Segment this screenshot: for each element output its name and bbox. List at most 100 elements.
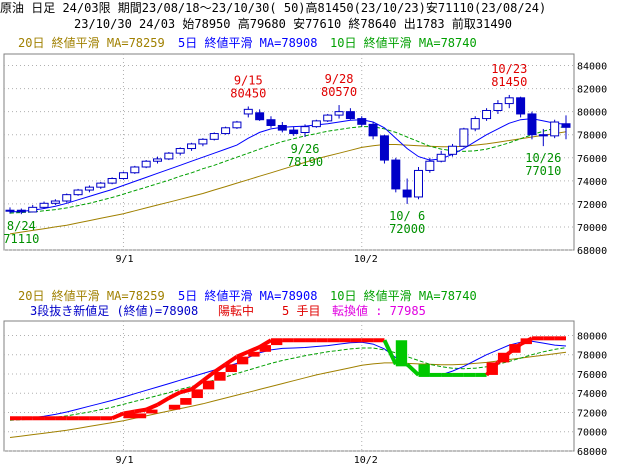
candle-up <box>436 153 446 162</box>
annotation-value: 80570 <box>321 85 357 99</box>
candle-up <box>232 121 242 129</box>
candle-up <box>28 206 38 213</box>
bottom-axis: 68000 70000 72000 74000 76000 78000 80000 9/1 10… <box>115 331 607 466</box>
bottom-bricks <box>10 336 566 421</box>
candle-up <box>209 133 219 140</box>
candle-up <box>311 120 321 128</box>
candle-up <box>221 127 231 135</box>
ma20-line <box>9 131 567 235</box>
candle-up <box>84 186 94 191</box>
candle-up <box>493 103 503 111</box>
candle-down <box>368 123 378 137</box>
candle-up <box>413 169 423 198</box>
candle-up <box>334 111 344 116</box>
annotation-value: 72000 <box>389 222 425 236</box>
annotation-date: 9/28 <box>325 72 354 86</box>
kagi-count: 5 手目 <box>282 304 320 318</box>
candle-up <box>459 128 469 147</box>
down-brick <box>395 340 408 365</box>
up-brick <box>236 356 249 365</box>
candle-up <box>550 121 560 137</box>
header-period-text: 原油 日足 24/03限 期間23/08/18～23/10/30( 50)高81… <box>0 1 547 15</box>
candle-up <box>107 178 117 184</box>
candle-down <box>379 135 389 161</box>
candle-up <box>482 109 492 120</box>
break-line-segment <box>201 370 216 383</box>
annotation-date: 9/15 <box>234 73 263 87</box>
x-tick-label: 9/1 <box>115 455 133 466</box>
y-tick-label: 82000 <box>577 85 607 96</box>
break-line-segment <box>167 390 182 400</box>
y-tick-label: 68000 <box>577 447 607 458</box>
y-tick-label: 76000 <box>577 154 607 165</box>
candle-up <box>5 209 15 212</box>
kagi-label: 3段抜き新値足 (終値)=78908 <box>30 303 198 318</box>
top-candles <box>5 94 571 215</box>
kagi-state: 陽転中 <box>218 303 254 318</box>
y-tick-label: 78000 <box>577 131 607 142</box>
break-line-segment <box>405 362 420 377</box>
candle-up <box>73 189 83 196</box>
y-tick-label: 76000 <box>577 370 607 381</box>
ma20-line <box>9 351 567 438</box>
y-tick-label: 80000 <box>577 331 607 342</box>
candle-down <box>402 189 412 198</box>
candle-down <box>289 129 299 135</box>
up-brick <box>497 352 510 363</box>
top-axis: 68000 70000 72000 74000 76000 78000 80000 82000… <box>115 62 607 265</box>
up-brick <box>168 404 181 410</box>
break-line-segment <box>145 402 159 412</box>
candle-up <box>153 158 163 162</box>
break-line-segment <box>224 354 239 366</box>
up-brick <box>270 340 283 346</box>
up-brick <box>146 409 158 414</box>
candle-down <box>538 134 548 137</box>
candle-down <box>527 113 537 136</box>
bottom-moving-averages <box>9 340 567 438</box>
annotation-value: 71110 <box>3 232 39 246</box>
annotation-date: 10/ 6 <box>389 209 425 223</box>
bottom-grid <box>3 320 575 452</box>
candle-up <box>323 114 333 122</box>
break-line-segment <box>247 345 261 354</box>
candle-up <box>141 160 151 168</box>
legend-bottom-ma20: 20日 終値平滑 MA=78259 <box>18 288 165 303</box>
y-tick-label: 72000 <box>577 200 607 211</box>
legend-bottom-ma10: 10日 終値平滑 MA=78740 <box>330 288 477 303</box>
legend-ma5: 5日 終値平滑 MA=78908 <box>178 35 317 50</box>
header-line-2: 23/10/30 24/03 始78950 高79680 安77610 終786… <box>0 16 624 32</box>
candle-up <box>39 202 49 208</box>
candle-up <box>118 172 128 180</box>
ma10-line <box>9 347 567 421</box>
candle-down <box>391 159 401 190</box>
break-line-segment <box>213 362 227 374</box>
legend-bottom-ma5: 5日 終値平滑 MA=78908 <box>178 288 317 303</box>
down-brick <box>418 364 430 375</box>
annotation-value: 78190 <box>287 155 323 169</box>
candle-up <box>187 143 197 150</box>
three-line-break-chart-background <box>0 285 624 475</box>
candle-down <box>561 123 571 128</box>
break-line-segment <box>123 409 136 416</box>
up-brick <box>214 372 226 381</box>
three-line-break-chart: 68000 70000 72000 74000 76000 78000 80000 9/1 10… <box>0 285 624 475</box>
candle-up <box>130 166 140 174</box>
y-tick-label: 78000 <box>577 351 607 362</box>
up-brick <box>486 362 498 375</box>
candle-up <box>425 160 435 171</box>
y-tick-label: 72000 <box>577 408 607 419</box>
up-brick <box>509 344 521 353</box>
ma10-line <box>9 125 567 214</box>
candlestick-chart-background <box>0 32 624 268</box>
candle-up <box>175 148 185 154</box>
break-line-segment <box>236 349 250 359</box>
y-tick-label: 74000 <box>577 389 607 400</box>
candle-up <box>62 194 72 202</box>
up-brick <box>123 413 147 419</box>
header-ohlc-text: 23/10/30 24/03 始78950 高79680 安77610 終786… <box>74 17 513 31</box>
x-tick-label: 10/2 <box>354 455 378 466</box>
candle-down <box>255 112 265 121</box>
candle-down <box>277 124 287 131</box>
